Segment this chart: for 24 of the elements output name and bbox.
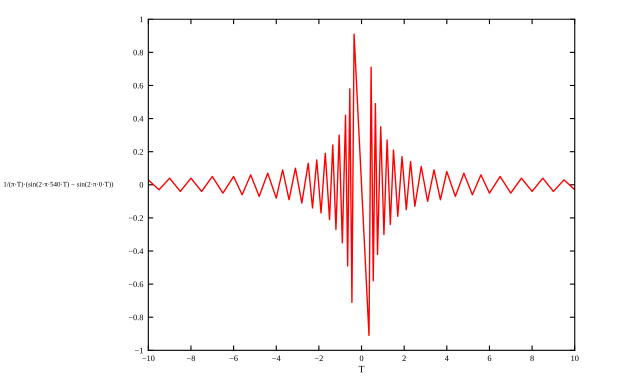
- y-tick-label: 0.4: [133, 116, 144, 122]
- line-series: [148, 33, 575, 336]
- y-tick-label: 0.2: [133, 149, 143, 155]
- y-tick-label: −0.8: [128, 314, 144, 320]
- y-tick-label: 0.6: [133, 82, 144, 88]
- x-tick-label: 10: [571, 355, 579, 362]
- x-tick-label: 8: [530, 355, 534, 362]
- y-tick-label: −0.2: [128, 215, 143, 221]
- y-tick-label: 1: [140, 16, 143, 22]
- x-tick-label: −4: [272, 356, 281, 361]
- x-axis-title: T: [358, 366, 364, 372]
- x-tick-label: 4: [444, 356, 449, 361]
- x-tick-label: −2: [314, 355, 323, 361]
- x-tick-label: 0: [360, 355, 364, 362]
- x-tick-label: −6: [230, 355, 238, 362]
- y-tick-label: −0.4: [128, 248, 144, 254]
- y-tick-label: −0.6: [128, 281, 144, 288]
- y-tick-label: −1: [135, 348, 143, 354]
- x-tick-label: −10: [142, 355, 155, 362]
- y-tick-label: 0: [140, 182, 144, 188]
- x-tick-label: 6: [488, 355, 492, 362]
- x-tick-label: 2: [402, 355, 406, 361]
- x-tick-label: −8: [186, 355, 196, 362]
- y-tick-label: 0.8: [133, 50, 144, 56]
